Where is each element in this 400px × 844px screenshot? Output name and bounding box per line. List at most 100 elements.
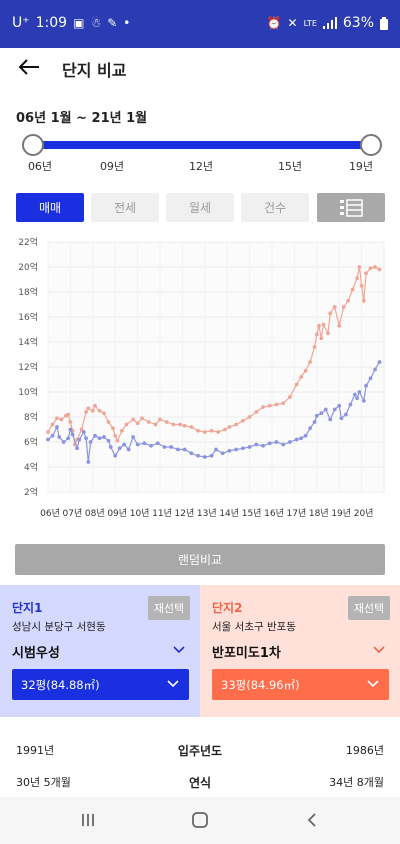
complex2-name-select[interactable]: 반포미도1차	[212, 646, 281, 661]
status-bar: U⁺ 1:09 ▣ ☃ ✎ • ⏰ ✕ LTE 63%	[0, 0, 400, 48]
alarm-icon: ⏰	[266, 16, 282, 30]
series-1-point	[178, 422, 183, 427]
complex2-reselect-button[interactable]: 재선택	[348, 596, 390, 620]
range-tick-label: 12년	[188, 160, 214, 173]
complex1-name-select[interactable]: 시범우성	[12, 646, 60, 661]
tab-jeonse[interactable]: 전세	[91, 193, 159, 222]
series-2-point	[332, 407, 337, 412]
y-tick-label: 4억	[24, 461, 38, 473]
series-2-point	[162, 445, 167, 449]
series-1-point	[84, 410, 88, 414]
series-2-point	[86, 460, 91, 464]
x-tick-label: 11년	[152, 508, 172, 519]
y-tick-label: 20억	[18, 261, 38, 273]
series-1-point	[364, 271, 368, 276]
series-2-point	[234, 447, 239, 452]
series-2-point	[50, 433, 55, 438]
series-1-point	[59, 417, 64, 422]
x-tick-label: 16년	[264, 508, 284, 519]
series-1-point	[46, 430, 50, 434]
series-2-point	[368, 376, 373, 381]
recent-apps-icon	[82, 814, 94, 826]
series-2-point	[209, 453, 214, 458]
complex2-size-select[interactable]: 33평(84.96㎡)	[212, 669, 389, 700]
series-2-point	[303, 433, 308, 438]
series-1-point	[288, 395, 292, 399]
clock: 1:09	[35, 15, 68, 31]
series-2-point	[377, 360, 382, 364]
x-tick-label: 13년	[197, 508, 217, 519]
range-start-handle[interactable]	[22, 134, 44, 156]
date-range-label: 06년 1월 ~ 21년 1월	[16, 111, 148, 126]
home-button[interactable]	[180, 806, 220, 834]
series-1-point	[153, 422, 158, 427]
series-1-point	[135, 421, 140, 426]
series-2-point	[117, 446, 122, 451]
series-1-point	[355, 276, 360, 281]
app-bar: 단지 비교	[0, 48, 400, 88]
series-1-point	[97, 408, 102, 413]
gallery-notification-icon: ▣	[73, 16, 85, 30]
series-1-point	[332, 305, 337, 309]
chevron-down-icon[interactable]	[172, 645, 186, 655]
series-1-point	[55, 416, 59, 421]
series-1-point	[146, 420, 151, 424]
series-1-point	[227, 425, 232, 429]
tab-monthly-rent[interactable]: 월세	[166, 193, 234, 222]
series-2-point	[108, 445, 113, 449]
series-1-point	[299, 375, 304, 379]
range-tick-label: 09년	[99, 160, 125, 173]
range-track	[32, 141, 372, 149]
complex1-reselect-button[interactable]: 재선택	[148, 596, 190, 620]
compare-row-age: 30년 5개월 연식 34년 8개월	[0, 774, 400, 794]
x-tick-label: 12년	[175, 508, 195, 519]
series-2-point	[102, 435, 106, 439]
series-2-point	[288, 440, 292, 444]
tab-count[interactable]: 건수	[241, 193, 309, 222]
series-1-point	[164, 420, 169, 424]
series-2-point	[61, 440, 66, 444]
table-view-button[interactable]	[317, 193, 385, 222]
complex1-panel: 단지1 재선택 성남시 분당구 서현동 시범우성 32평(84.88㎡)	[0, 585, 200, 717]
series-2-point	[214, 447, 218, 452]
series-1-point	[281, 401, 286, 406]
range-end-handle[interactable]	[360, 134, 382, 156]
random-compare-button[interactable]: 랜덤비교	[15, 544, 385, 575]
system-nav-bar	[0, 797, 400, 844]
series-1-point	[314, 332, 319, 337]
series-1-point	[90, 408, 95, 413]
series-2-point	[46, 437, 50, 442]
price-history-chart: 2억 4억 6억 8억 10억 12억 14억 16억 18억 20억 22억 06년 07년 08년 09…	[18, 236, 385, 519]
series-2-point	[57, 435, 62, 439]
series-2-point	[247, 445, 252, 449]
series-2-point	[131, 435, 136, 439]
date-range-slider[interactable]	[22, 133, 382, 157]
series-2-point	[348, 402, 353, 407]
compare-label: 입주년도	[177, 744, 223, 758]
x-tick-label: 09년	[107, 508, 127, 519]
series-2-point	[281, 442, 286, 447]
series-2-point	[312, 420, 317, 424]
series-2-point	[202, 455, 207, 459]
recent-apps-button[interactable]	[68, 806, 108, 834]
complex2-size-value: 33평(84.96㎡)	[221, 677, 300, 692]
series-2-point	[220, 451, 225, 456]
y-tick-label: 22억	[18, 236, 38, 248]
complex1-size-select[interactable]: 32평(84.88㎡)	[12, 669, 189, 700]
back-button[interactable]	[12, 50, 46, 84]
series-1-point	[216, 430, 221, 434]
chevron-down-icon[interactable]	[372, 645, 386, 655]
y-tick-label: 8억	[24, 411, 38, 423]
series-1-point	[254, 410, 259, 414]
series-1-point	[319, 336, 324, 341]
series-1-point	[79, 427, 84, 432]
tab-sale[interactable]: 매매	[16, 193, 84, 222]
y-tick-label: 12억	[18, 361, 38, 373]
series-1-point	[113, 433, 118, 438]
complex2-address: 서울 서초구 반포동	[212, 621, 296, 633]
x-tick-label: 14년	[219, 508, 239, 519]
system-back-button[interactable]	[292, 806, 332, 834]
series-1-point	[171, 422, 176, 427]
series-2-point	[182, 447, 187, 452]
series-1-point	[247, 415, 252, 419]
